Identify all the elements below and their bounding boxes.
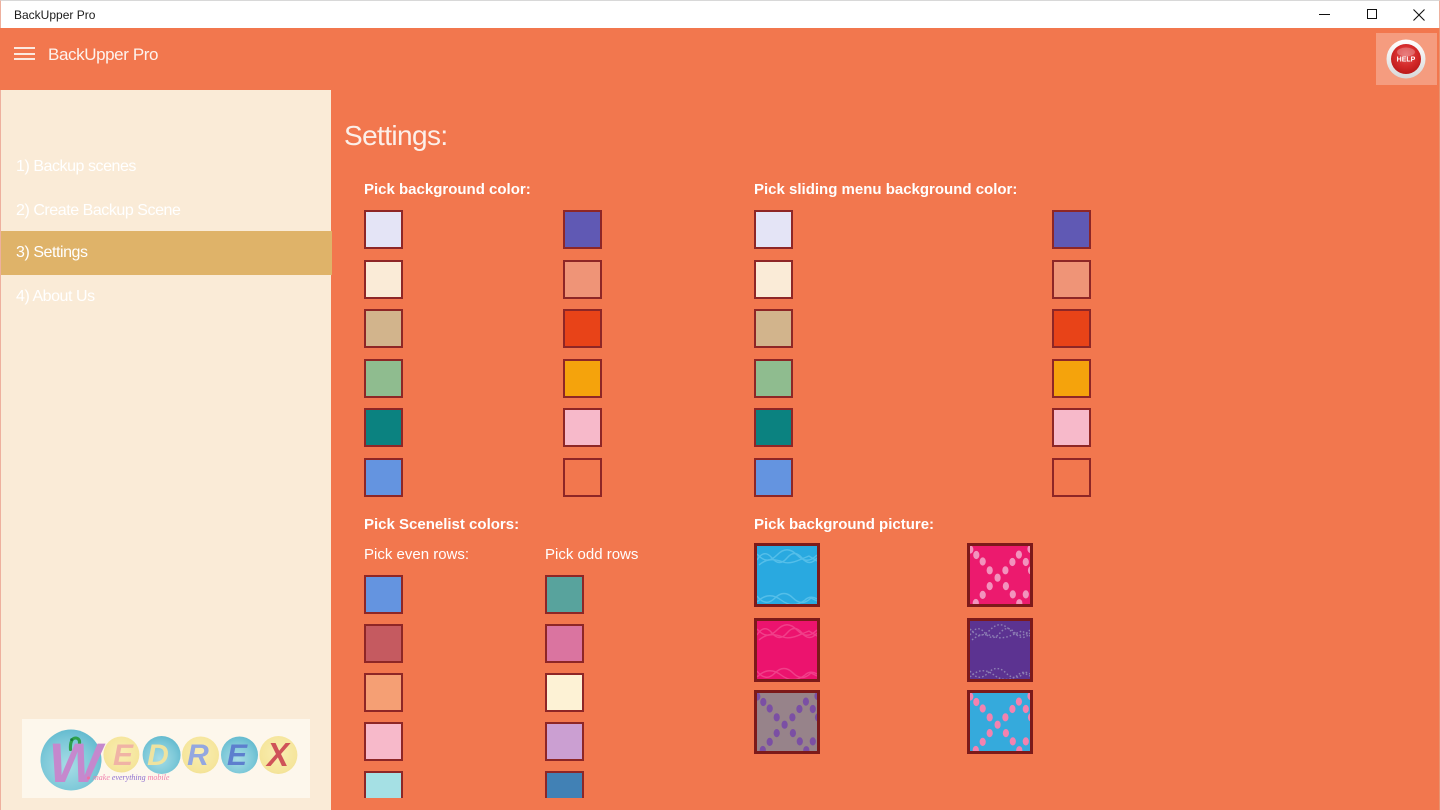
- svg-text:R: R: [187, 739, 209, 772]
- svg-text:HELP: HELP: [1397, 57, 1416, 64]
- svg-text:W: W: [49, 731, 106, 794]
- svg-text:E: E: [113, 739, 134, 772]
- svg-text:X: X: [265, 736, 291, 773]
- svg-text:E: E: [227, 739, 248, 772]
- svg-text:make everything mobile: make everything mobile: [93, 773, 170, 782]
- svg-text:D: D: [147, 739, 169, 772]
